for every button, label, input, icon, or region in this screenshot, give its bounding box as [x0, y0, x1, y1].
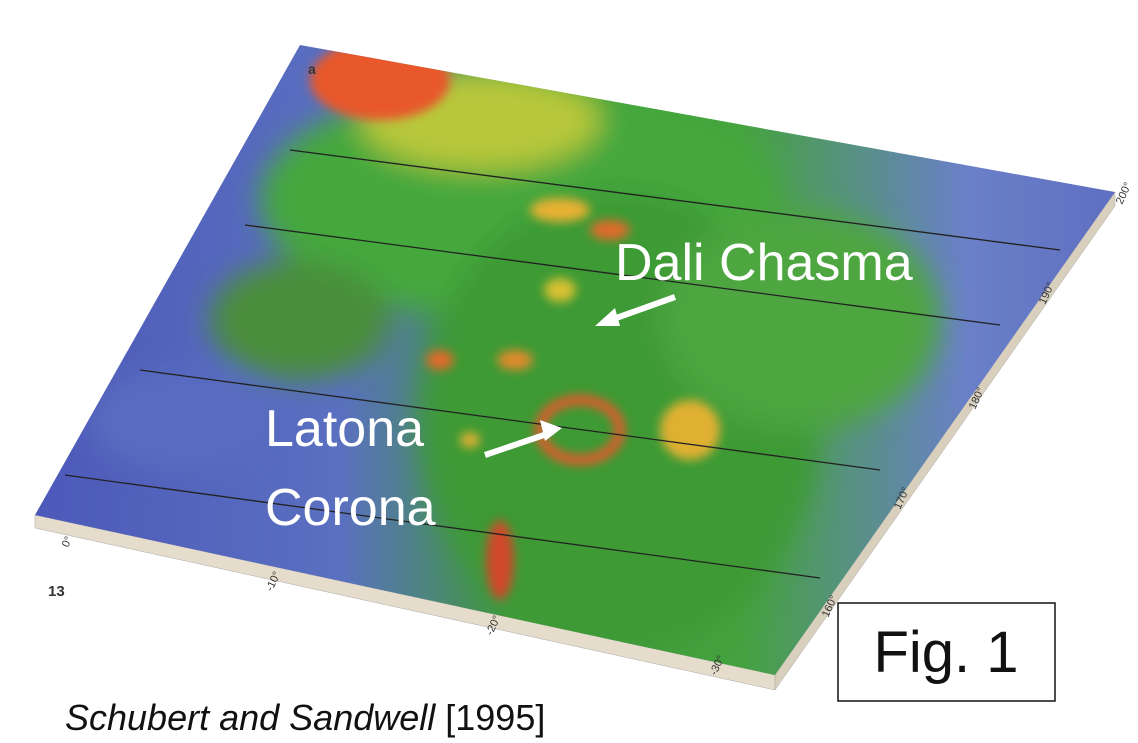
citation-authors: Schubert and Sandwell	[65, 697, 436, 738]
figure: a 13 0°-10°-20°-30°160°170°180°190°200° …	[0, 0, 1138, 743]
figure-number: 13	[48, 583, 65, 600]
annotation: Latona	[265, 400, 424, 458]
citation-year: [1995]	[445, 697, 545, 738]
right-tick-label: 200°	[1114, 181, 1134, 207]
annotation: Corona	[265, 479, 436, 537]
fig-label: Fig. 1	[873, 620, 1018, 685]
panel-label: a	[308, 61, 316, 77]
bottom-tick-label: 0°	[60, 535, 75, 550]
annotation: Dali Chasma	[615, 234, 913, 292]
citation: Schubert and Sandwell[1995]	[65, 697, 545, 738]
